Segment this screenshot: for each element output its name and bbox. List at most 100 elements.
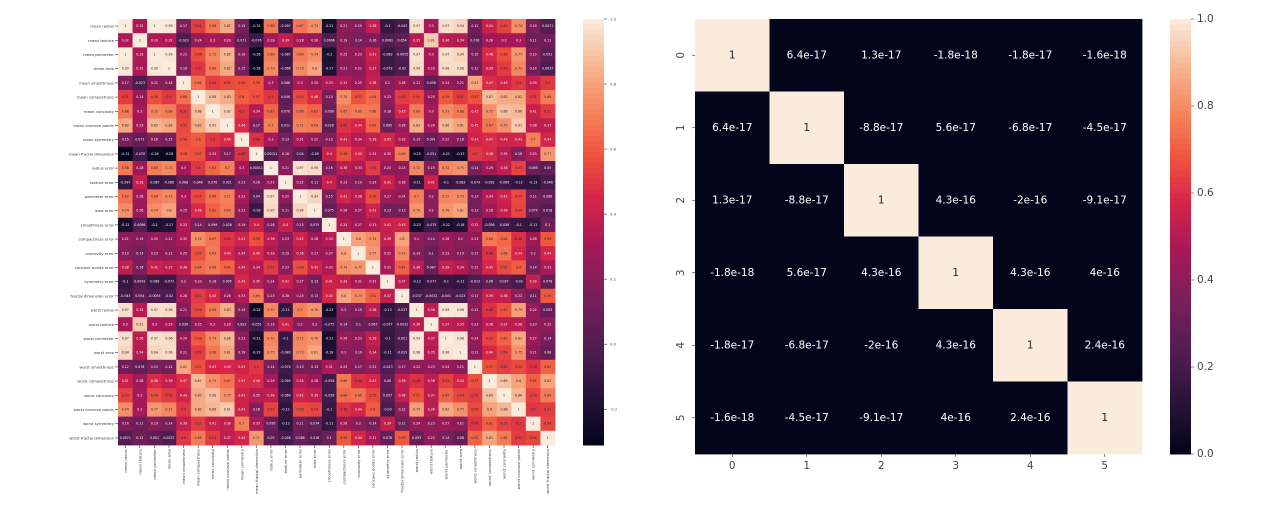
heatmap-cell [161, 331, 177, 346]
colorbar-segment [583, 34, 604, 41]
cell-value-label: -0.13 [383, 308, 391, 312]
heatmap-cell [918, 381, 994, 455]
cell-value-label: -1.8e-17 [710, 339, 754, 351]
heatmap-cell [321, 132, 337, 148]
cell-value-label: 0.23 [195, 280, 202, 284]
heatmap-cell [496, 430, 512, 446]
heatmap-cell [467, 331, 483, 346]
heatmap-cell [118, 331, 133, 346]
heatmap-cell [496, 146, 512, 162]
heatmap-cell [190, 303, 206, 318]
heatmap-cell [161, 104, 177, 119]
heatmap-cell [190, 331, 206, 346]
cell-value-label: 0.54 [515, 209, 522, 213]
heatmap-cell [423, 189, 439, 204]
cell-value-label: 1.3e-17 [712, 194, 752, 206]
cell-value-label: 0.49 [471, 422, 478, 426]
cell-value-label: 0.11 [530, 38, 537, 42]
cell-value-label: 0.42 [238, 237, 245, 241]
colorbar-segment [583, 29, 604, 36]
cell-value-label: -0.074 [280, 365, 290, 369]
heatmap-cell [394, 132, 410, 148]
y-tick-label: worst smoothness [79, 364, 114, 369]
cell-value-label: 0.96 [413, 67, 420, 71]
heatmap-cell [482, 61, 498, 77]
heatmap-cell [540, 374, 556, 389]
cell-value-label: -0.11 [412, 180, 420, 184]
colorbar-segment [1170, 116, 1191, 123]
cell-value-label: 0.98 [457, 308, 464, 312]
heatmap-cell [176, 203, 192, 219]
heatmap-cell [147, 402, 163, 417]
heatmap-cell [219, 33, 235, 48]
heatmap-cell [511, 260, 527, 275]
colorbar-segment [1170, 225, 1191, 232]
cell-value-label: 0.88 [500, 109, 507, 113]
heatmap-cell [249, 317, 265, 332]
cell-value-label: 0.45 [209, 365, 216, 369]
heatmap-cell [219, 75, 235, 91]
colorbar-segment [1170, 307, 1191, 314]
x-tick-label: 5 [1101, 460, 1108, 472]
cell-value-label: 0.37 [224, 436, 231, 440]
heatmap-cell [496, 288, 512, 304]
y-tick-label: worst concavity [84, 393, 115, 398]
y-tick-label: worst perimeter [84, 336, 115, 341]
cell-value-label: 0.38 [267, 393, 274, 397]
heatmap-cell [292, 359, 308, 375]
colorbar-segment [1170, 231, 1191, 237]
cell-value-label: 0.32 [180, 237, 187, 241]
cell-value-label: 0.00011 [250, 166, 263, 170]
cell-value-label: 0.86 [515, 393, 522, 397]
cell-value-label: 0.23 [151, 251, 158, 255]
heatmap-cell [540, 274, 556, 290]
heatmap-cell [423, 75, 439, 91]
heatmap-cell [132, 118, 148, 133]
heatmap-cell [438, 374, 454, 389]
colorbar-segment [1170, 426, 1191, 433]
heatmap-cell [234, 430, 250, 446]
cell-value-label: 1 [474, 365, 476, 369]
cell-value-label: 0.44 [224, 251, 231, 255]
cell-value-label: -0.25 [252, 308, 260, 312]
colorbar-segment [1170, 296, 1191, 303]
colorbar-segment [1170, 405, 1191, 411]
cell-value-label: 0.16 [369, 38, 376, 42]
heatmap-cell [249, 374, 265, 389]
colorbar-segment [583, 221, 604, 228]
heatmap-cell [205, 161, 221, 176]
heatmap-cell [540, 118, 556, 133]
heatmap-cell [351, 189, 367, 204]
cell-value-label: 0.69 [398, 152, 405, 156]
heatmap-cell [234, 203, 250, 219]
cell-value-label: 0.29 [267, 379, 274, 383]
colorbar-segment [583, 269, 604, 276]
heatmap-cell [394, 388, 410, 403]
y-tick-label: 5 [675, 414, 687, 421]
cell-value-label: 0.69 [297, 53, 304, 57]
cell-value-label: 0.41 [151, 266, 158, 270]
colorbar-segment [1170, 154, 1191, 161]
cell-value-label: 0.076 [281, 109, 290, 113]
heatmap-cell [292, 90, 308, 105]
heatmap-cell [147, 345, 163, 361]
heatmap-cell [409, 146, 425, 162]
heatmap-cell [205, 19, 221, 34]
cell-value-label: -0.056 [484, 223, 494, 227]
cell-value-label: 0.1 [545, 223, 550, 227]
cell-value-label: 0.41 [122, 379, 129, 383]
heatmap-cell [147, 374, 163, 389]
cell-value-label: -8.8e-17 [859, 122, 903, 134]
cell-value-label: 0.24 [384, 166, 391, 170]
cell-value-label: 0.31 [238, 195, 245, 199]
cell-value-label: 0.45 [209, 294, 216, 298]
colorbar-segment [1170, 73, 1191, 80]
heatmap-cell [365, 189, 381, 204]
heatmap-cell [511, 146, 527, 162]
cell-value-label: 0.24 [471, 337, 478, 341]
heatmap-cell [394, 203, 410, 219]
heatmap-cell [918, 19, 994, 92]
cell-value-label: 0.06 [384, 379, 391, 383]
heatmap-cell [190, 430, 206, 446]
cell-value-label: -0.051 [251, 322, 261, 326]
